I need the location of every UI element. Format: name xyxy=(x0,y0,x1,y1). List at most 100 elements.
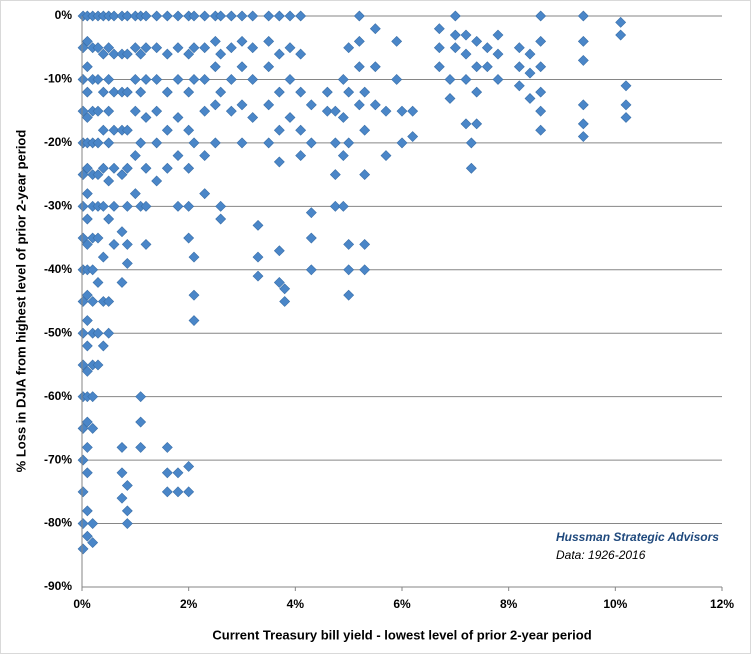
point xyxy=(471,61,483,73)
point xyxy=(81,213,93,225)
point xyxy=(97,340,109,352)
point xyxy=(172,150,184,162)
point xyxy=(225,10,237,22)
point xyxy=(161,162,173,174)
point xyxy=(92,169,104,181)
y-tick-label: -70% xyxy=(44,452,72,466)
point xyxy=(343,86,355,98)
point xyxy=(183,124,195,136)
point xyxy=(188,137,200,149)
point xyxy=(81,441,93,453)
point xyxy=(161,486,173,498)
point xyxy=(116,277,128,288)
point xyxy=(337,150,349,162)
point xyxy=(305,264,317,276)
point xyxy=(92,137,104,149)
point xyxy=(263,61,275,73)
point xyxy=(161,10,173,22)
point xyxy=(92,327,104,339)
point xyxy=(481,61,493,73)
point xyxy=(161,467,173,479)
point xyxy=(135,391,147,403)
point xyxy=(513,61,525,73)
point xyxy=(263,99,275,111)
y-tick-label: -40% xyxy=(44,262,72,276)
point xyxy=(247,10,259,22)
point xyxy=(329,105,341,117)
point xyxy=(81,289,93,301)
point xyxy=(108,200,120,212)
point xyxy=(116,441,128,453)
point xyxy=(121,238,133,250)
annotation: Hussman Strategic Advisors xyxy=(556,530,719,544)
point xyxy=(77,327,89,339)
point xyxy=(97,251,109,263)
point xyxy=(492,29,504,41)
point xyxy=(295,10,307,22)
point xyxy=(535,10,547,22)
point xyxy=(620,99,632,111)
point xyxy=(295,48,307,60)
point xyxy=(305,207,317,219)
point xyxy=(103,105,115,117)
point xyxy=(81,238,93,250)
point xyxy=(135,416,147,428)
point xyxy=(460,118,472,130)
point xyxy=(407,105,419,117)
point xyxy=(263,35,275,47)
point xyxy=(284,74,296,85)
point xyxy=(535,35,547,47)
point xyxy=(353,10,365,22)
point xyxy=(87,296,99,307)
point xyxy=(151,10,163,22)
point xyxy=(279,296,291,307)
point xyxy=(263,137,275,149)
point xyxy=(577,99,589,111)
point xyxy=(449,42,461,54)
point xyxy=(199,105,211,117)
point xyxy=(108,10,120,22)
point xyxy=(121,162,133,174)
point xyxy=(161,441,173,453)
point xyxy=(188,42,200,54)
point xyxy=(465,162,477,174)
y-tick-label: -20% xyxy=(44,135,72,149)
point xyxy=(108,86,120,98)
point xyxy=(524,67,536,79)
point xyxy=(252,251,264,263)
point xyxy=(444,93,456,104)
point xyxy=(81,112,93,123)
point xyxy=(225,42,237,54)
point xyxy=(183,162,195,174)
point xyxy=(407,131,419,142)
point xyxy=(524,48,536,60)
point xyxy=(615,29,627,41)
point xyxy=(172,467,184,479)
y-tick-label: -50% xyxy=(44,325,72,339)
point xyxy=(108,238,120,250)
point xyxy=(343,264,355,276)
point xyxy=(391,74,403,85)
point xyxy=(140,10,152,22)
point xyxy=(97,86,109,98)
point xyxy=(449,10,461,22)
point xyxy=(396,105,408,117)
point xyxy=(161,86,173,98)
point xyxy=(81,315,93,326)
point xyxy=(321,105,333,117)
point xyxy=(236,99,248,111)
point xyxy=(329,200,341,212)
point xyxy=(236,35,248,47)
point xyxy=(209,99,221,111)
point xyxy=(359,264,371,276)
point xyxy=(87,518,99,529)
point xyxy=(116,492,128,504)
point xyxy=(188,10,200,22)
point xyxy=(140,42,152,54)
point xyxy=(77,232,89,244)
point xyxy=(471,118,483,130)
point xyxy=(353,61,365,73)
point xyxy=(444,74,456,85)
point xyxy=(295,124,307,136)
point xyxy=(273,156,285,168)
